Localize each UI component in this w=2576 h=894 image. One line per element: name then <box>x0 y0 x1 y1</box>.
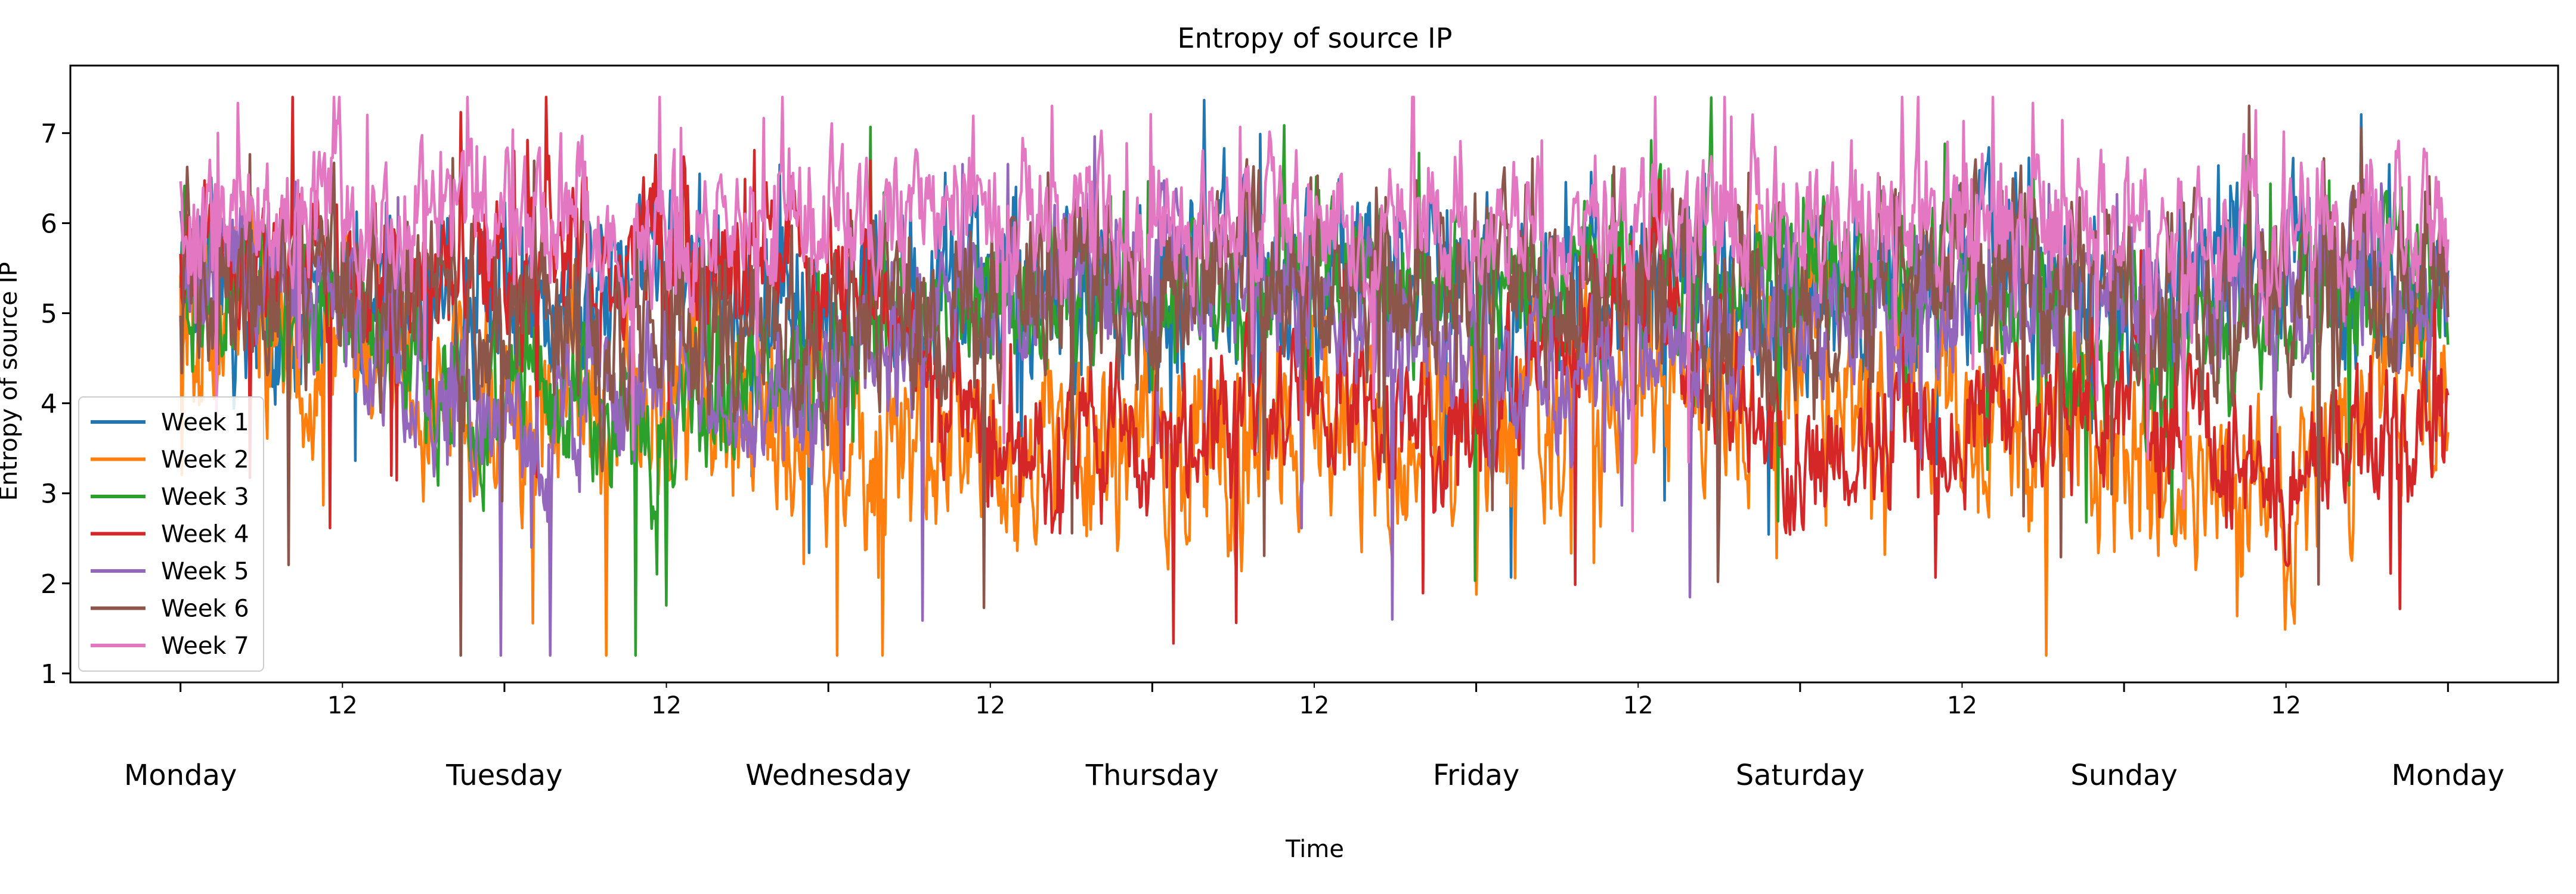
hour-label: 12 <box>1623 692 1654 719</box>
y-axis-label: Entropy of source IP <box>0 262 23 501</box>
y-tick-label: 6 <box>41 209 57 239</box>
legend: Week 1 Week 2 Week 3 Week 4 Week 5 Week 6 Week… <box>78 396 264 672</box>
day-label: Monday <box>2392 759 2505 792</box>
legend-label: Week 3 <box>161 483 249 511</box>
y-tick-label: 5 <box>41 299 57 330</box>
y-tick-label: 2 <box>41 569 57 600</box>
y-tick-label: 1 <box>41 659 57 690</box>
day-label: Monday <box>124 759 237 792</box>
hour-label: 12 <box>651 692 682 719</box>
day-label: Friday <box>1433 759 1519 792</box>
series-line-week-7 <box>179 95 2450 533</box>
legend-items: Week 1 Week 2 Week 3 Week 4 Week 5 Week 6 Week… <box>91 409 249 660</box>
legend-label: Week 6 <box>161 595 249 623</box>
x-axis-label: Time <box>1285 836 1344 863</box>
y-tick-label: 4 <box>41 389 57 420</box>
day-label: Saturday <box>1736 759 1865 792</box>
hour-label: 12 <box>1947 692 1977 719</box>
day-label: Tuesday <box>445 759 562 792</box>
y-tick-label: 3 <box>41 479 57 510</box>
legend-label: Week 2 <box>161 446 249 474</box>
legend-box <box>78 396 264 672</box>
legend-label: Week 1 <box>161 409 249 436</box>
hour-label: 12 <box>327 692 358 719</box>
series-line-week-6 <box>179 104 2450 657</box>
plot-frame <box>69 64 2559 684</box>
legend-label: Week 5 <box>161 558 249 585</box>
hour-label: 12 <box>2271 692 2301 719</box>
hour-label: 12 <box>1299 692 1330 719</box>
y-tick-label: 7 <box>41 119 57 149</box>
series-layer <box>179 95 2450 657</box>
hour-label: 12 <box>975 692 1005 719</box>
legend-label: Week 4 <box>161 521 249 548</box>
day-label: Thursday <box>1085 759 1219 792</box>
day-label: Wednesday <box>745 759 911 792</box>
legend-label: Week 7 <box>161 632 249 660</box>
chart-title: Entropy of source IP <box>1178 22 1453 54</box>
day-label: Sunday <box>2070 759 2178 792</box>
